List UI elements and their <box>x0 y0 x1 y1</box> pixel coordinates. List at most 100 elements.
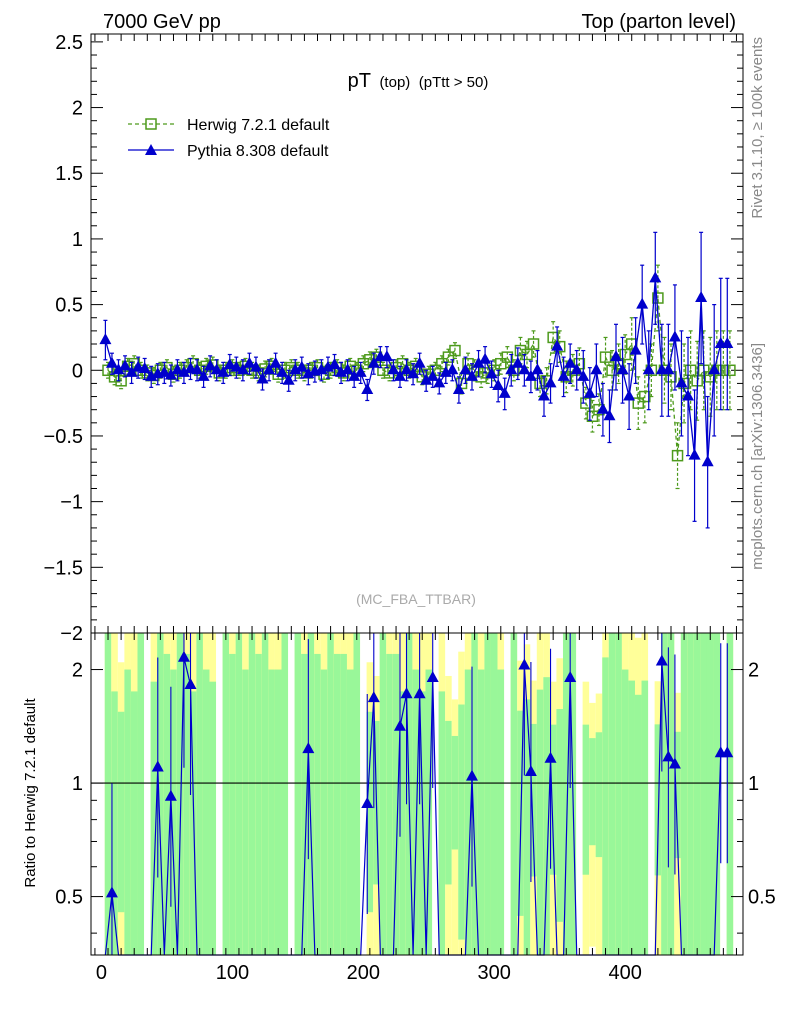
ratio-data-point <box>662 750 675 762</box>
ratio-band-green <box>562 633 570 955</box>
ratio-band-green <box>124 669 131 955</box>
ratio-band-green <box>451 735 459 850</box>
data-point <box>472 356 485 368</box>
main-y-tick-label: 0 <box>72 360 83 382</box>
ratio-band-green <box>438 691 446 955</box>
ratio-band-green <box>661 633 668 955</box>
ratio-band-green <box>301 653 308 955</box>
series-line <box>107 297 730 456</box>
data-point <box>610 350 623 362</box>
data-point <box>652 292 664 304</box>
ratio-band-green <box>628 680 635 955</box>
data-point <box>367 356 380 368</box>
legend-herwig-marker <box>145 118 157 130</box>
data-point <box>459 363 472 375</box>
ratio-data-point <box>518 658 531 670</box>
ratio-band-green <box>327 633 334 955</box>
data-point <box>177 365 190 377</box>
data-point <box>606 364 618 377</box>
data-point <box>557 369 570 381</box>
ratio-data-point <box>302 742 315 754</box>
plot-title-sub2: (pTtt > 50) <box>419 74 489 91</box>
ratio-band-green <box>693 633 701 955</box>
ratio-data-point <box>524 764 537 776</box>
ratio-band-green <box>157 633 164 955</box>
ratio-band-green <box>294 633 302 955</box>
data-point <box>295 360 308 372</box>
main-panel: 2.5 2 1.5 1 0.5 0 −0.5 −1 −1.5 −2 pT (top) (pTtt … <box>44 32 744 645</box>
ratio-data-point <box>413 687 426 699</box>
data-point <box>671 449 684 462</box>
data-point <box>547 331 559 344</box>
data-point <box>485 367 498 379</box>
data-point <box>115 375 127 387</box>
data-point <box>577 369 590 381</box>
ratio-band-green <box>602 657 609 955</box>
ratio-band-green <box>346 669 354 955</box>
data-point <box>380 350 393 362</box>
data-point <box>426 369 439 381</box>
data-point <box>361 382 374 394</box>
data-point <box>256 372 269 384</box>
data-point <box>724 364 736 377</box>
ratio-band-green <box>497 669 505 955</box>
ratio-band-green <box>490 633 498 955</box>
data-point <box>164 368 177 380</box>
data-point <box>623 389 636 401</box>
ratio-band-green <box>104 633 112 955</box>
legend: Herwig 7.2.1 default Pythia 8.308 defaul… <box>128 117 330 160</box>
data-point <box>551 339 564 351</box>
data-point <box>465 369 478 381</box>
data-point <box>514 344 527 357</box>
ratio-band-green <box>333 653 341 955</box>
data-point <box>263 363 276 375</box>
data-point <box>442 351 455 363</box>
ratio-band-green <box>726 633 734 955</box>
ratio-band-green <box>314 653 321 955</box>
side-text-mcplots: mcplots.cern.ch [arXiv:1306.3436] <box>749 343 766 570</box>
ratio-band-green <box>634 694 642 955</box>
data-point <box>197 369 210 381</box>
ratio-band-green <box>222 633 230 955</box>
data-point <box>583 386 596 398</box>
ratio-band-green <box>477 669 485 955</box>
ratio-band-green <box>595 732 603 858</box>
ratio-y-tick-label: 2 <box>72 660 83 682</box>
data-point <box>505 363 518 375</box>
x-axis: 0 100 200 300 400 <box>94 633 737 984</box>
ratio-band-green <box>274 669 282 955</box>
ratio-band-green <box>412 669 419 955</box>
ratio-band-green <box>615 633 622 955</box>
data-point <box>682 389 695 401</box>
data-point <box>377 364 389 377</box>
main-y-tick-label: −2 <box>60 623 83 645</box>
data-point <box>495 357 507 370</box>
herwig-series <box>102 264 736 490</box>
ratio-band-green <box>484 633 491 955</box>
ratio-band-green <box>523 699 531 955</box>
legend-herwig-label: Herwig 7.2.1 default <box>187 117 330 134</box>
x-tick-label: 400 <box>608 962 641 984</box>
ratio-band-green <box>111 691 118 955</box>
ratio-band-green <box>654 724 662 876</box>
ratio-band-green <box>536 689 544 955</box>
data-point <box>236 363 249 375</box>
data-point <box>191 363 204 375</box>
data-point <box>580 397 592 409</box>
ratio-band-green <box>242 669 249 955</box>
ratio-y-tick-label-right: 2 <box>748 660 759 682</box>
data-point <box>446 363 459 375</box>
data-point <box>112 363 125 375</box>
ratio-band-green <box>464 669 472 955</box>
ratio-band-green <box>268 669 275 955</box>
data-point <box>243 356 256 368</box>
data-point <box>570 363 583 375</box>
ratio-data-point <box>400 687 413 699</box>
ratio-data-point <box>105 886 118 898</box>
data-point <box>498 386 511 398</box>
data-point <box>407 367 420 379</box>
ratio-band-green <box>229 653 236 955</box>
ratio-band-green <box>399 691 406 955</box>
data-point <box>210 363 223 375</box>
